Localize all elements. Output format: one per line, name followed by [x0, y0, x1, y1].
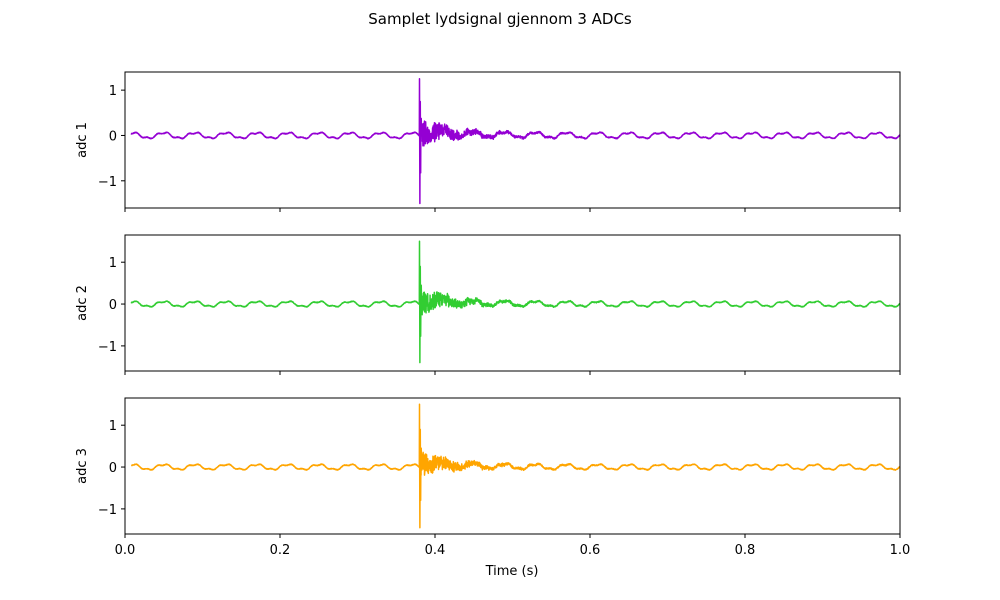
subplot-panels: −1 0 1 adc 1 −1 0 1 adc 2 −1 0 1 adc 3 0.0 0.2 0.4 0.6 0… — [75, 71, 911, 558]
axes-frame — [124, 397, 901, 535]
series-line-adc-2 — [130, 240, 901, 364]
x-tick-label: 1.0 — [890, 543, 911, 558]
x-tick-label: 0.4 — [425, 543, 446, 558]
y-tick-label: 1 — [109, 84, 117, 99]
y-tick-label: 0 — [109, 461, 117, 476]
subplot-2: −1 0 1 adc 2 — [75, 234, 901, 375]
x-axis-label: Time (s) — [485, 564, 539, 579]
y-tick-label: 1 — [109, 256, 117, 271]
y-axis-label: adc 2 — [75, 285, 90, 321]
y-tick-label: 1 — [109, 419, 117, 434]
y-axis-label: adc 1 — [75, 122, 90, 158]
series-line-adc-1 — [130, 78, 901, 205]
y-tick-label: 0 — [109, 298, 117, 313]
series-line-adc-3 — [130, 403, 901, 529]
x-tick-label: 0.6 — [580, 543, 601, 558]
subplot-3: −1 0 1 adc 3 0.0 0.2 0.4 0.6 0.8 1.0 — [75, 397, 911, 558]
y-tick-label: −1 — [98, 503, 117, 518]
x-tick-label: 0.2 — [270, 543, 291, 558]
y-tick-label: −1 — [98, 175, 117, 190]
x-tick-label: 0.8 — [735, 543, 756, 558]
y-tick-label: −1 — [98, 340, 117, 355]
y-axis-label: adc 3 — [75, 448, 90, 484]
axes-frame — [124, 234, 901, 372]
axes-frame — [124, 71, 901, 209]
subplot-1: −1 0 1 adc 1 — [75, 71, 901, 212]
chart-title: Samplet lydsignal gjennom 3 ADCs — [368, 10, 632, 28]
x-tick-label: 0.0 — [115, 543, 136, 558]
y-tick-label: 0 — [109, 129, 117, 144]
